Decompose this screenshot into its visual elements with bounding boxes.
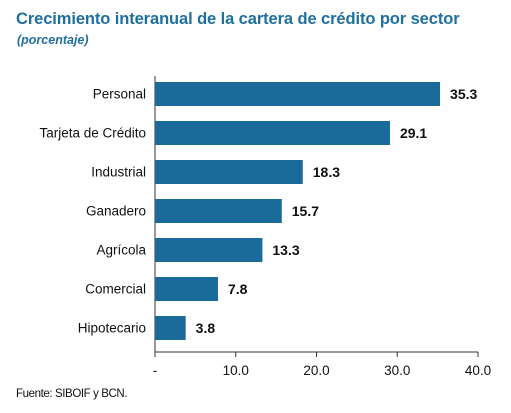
chart-subtitle: (porcentaje) [17, 33, 89, 47]
chart-title: Crecimiento interanual de la cartera de … [16, 10, 460, 28]
x-tick-label: 10.0 [223, 363, 249, 378]
category-label: Agrícola [96, 243, 146, 258]
value-label: 35.3 [450, 86, 477, 102]
category-label: Industrial [91, 165, 146, 180]
bar [155, 277, 218, 301]
bar [155, 199, 282, 223]
value-label: 13.3 [272, 242, 299, 258]
category-label: Personal [93, 87, 146, 102]
bar [155, 238, 263, 262]
category-label: Comercial [85, 282, 146, 297]
category-label: Ganadero [86, 204, 146, 219]
bar [155, 316, 186, 340]
value-label: 29.1 [400, 125, 427, 141]
value-label: 7.8 [228, 281, 248, 297]
x-tick-label: 20.0 [303, 363, 329, 378]
value-label: 18.3 [313, 164, 340, 180]
chart-source-note: Fuente: SIBOIF y BCN. [16, 388, 128, 400]
bar [155, 121, 390, 145]
category-label: Tarjeta de Crédito [39, 126, 146, 141]
value-label: 15.7 [292, 203, 319, 219]
value-label: 3.8 [196, 320, 216, 336]
bar [155, 82, 441, 106]
category-label: Hipotecario [78, 321, 146, 336]
x-tick-label: 40.0 [465, 363, 491, 378]
x-tick-label: - [153, 363, 158, 378]
bar [155, 160, 303, 184]
x-tick-label: 30.0 [384, 363, 410, 378]
